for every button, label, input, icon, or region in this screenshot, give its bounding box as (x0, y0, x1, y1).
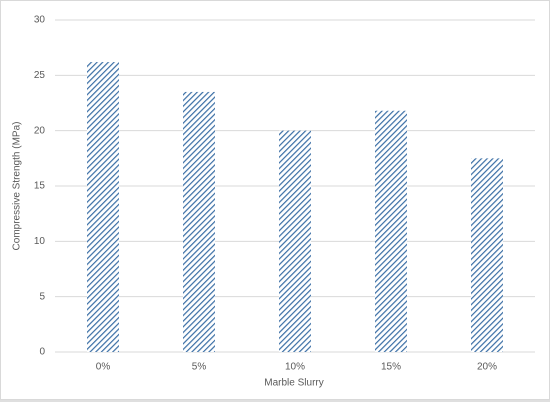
bar (279, 130, 311, 352)
bar (471, 158, 503, 352)
bar (87, 62, 119, 352)
y-tick-label: 25 (34, 70, 46, 81)
x-tick-label: 5% (192, 362, 207, 373)
y-axis-label: Compressive Strength (MPa) (12, 122, 23, 251)
x-tick-label: 15% (381, 362, 401, 373)
y-tick-label: 0 (39, 347, 45, 358)
y-tick-label: 10 (34, 236, 46, 247)
y-tick-label: 15 (34, 181, 46, 192)
y-tick-label: 30 (34, 15, 46, 26)
x-tick-label: 20% (477, 362, 497, 373)
x-tick-label: 10% (285, 362, 305, 373)
bar (183, 91, 215, 352)
x-axis-label: Marble Slurry (264, 378, 323, 389)
bar (375, 110, 407, 352)
y-tick-label: 20 (34, 125, 46, 136)
chart-frame (0, 0, 550, 400)
x-tick-label: 0% (96, 362, 111, 373)
y-tick-label: 5 (39, 291, 45, 302)
